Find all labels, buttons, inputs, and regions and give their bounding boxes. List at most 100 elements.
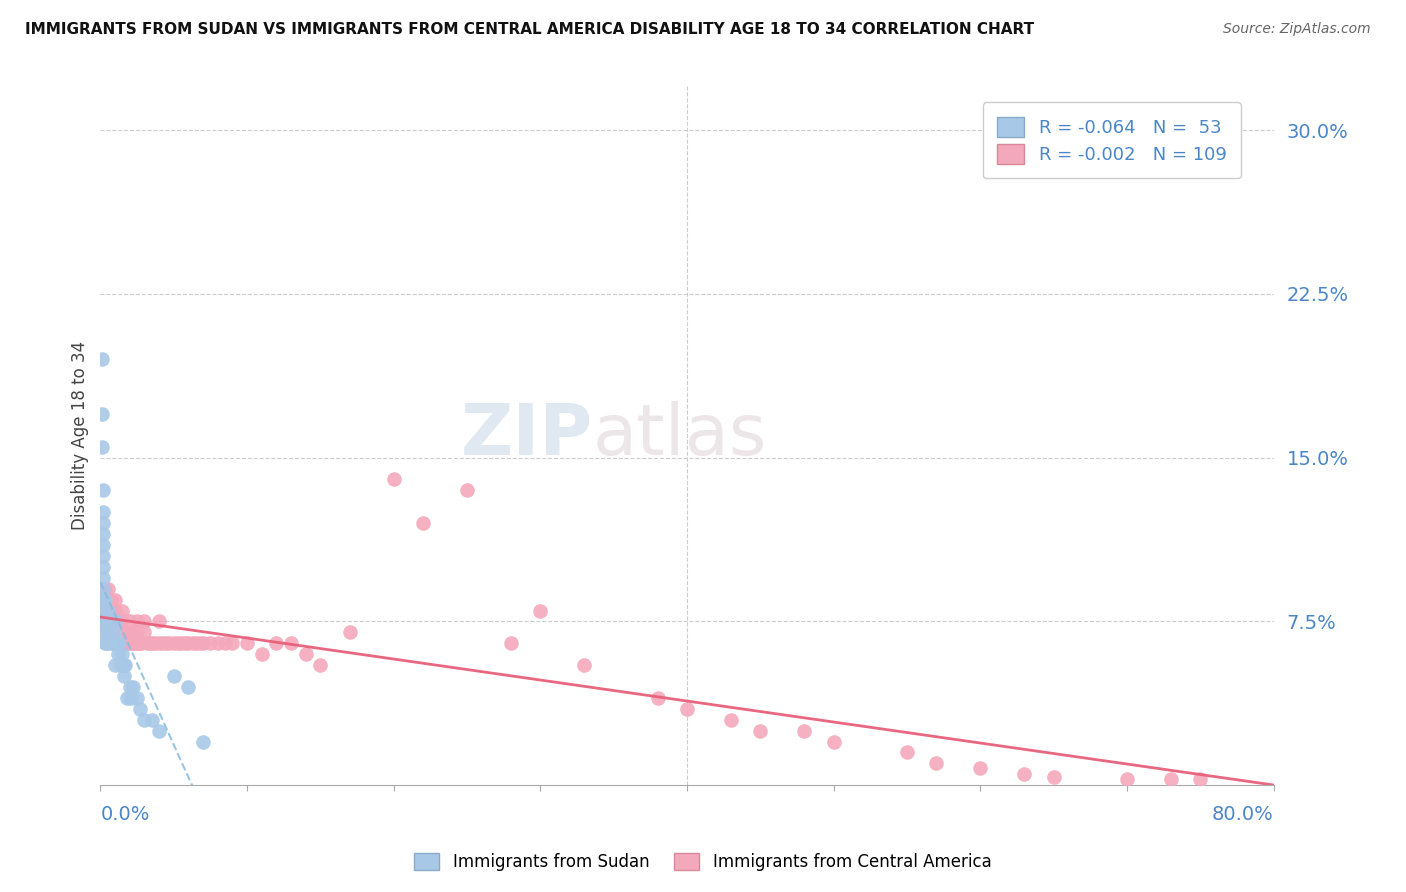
Point	[112, 636, 135, 650]
Point	[90, 603, 112, 617]
Point	[91, 592, 114, 607]
Point	[141, 713, 163, 727]
Point	[91, 603, 114, 617]
Legend: Immigrants from Sudan, Immigrants from Central America: Immigrants from Sudan, Immigrants from C…	[406, 845, 1000, 880]
Point	[90, 407, 112, 421]
Point	[101, 625, 124, 640]
Point	[1160, 772, 1182, 786]
Point	[207, 636, 229, 650]
Point	[250, 647, 273, 661]
Point	[94, 592, 117, 607]
Point	[94, 582, 117, 596]
Point	[100, 603, 122, 617]
Point	[91, 527, 114, 541]
Point	[823, 734, 845, 748]
Point	[94, 615, 117, 629]
Point	[111, 615, 134, 629]
Point	[100, 592, 122, 607]
Point	[94, 625, 117, 640]
Point	[136, 636, 159, 650]
Point	[91, 483, 114, 498]
Point	[382, 473, 405, 487]
Point	[191, 734, 214, 748]
Point	[91, 582, 114, 596]
Point	[141, 636, 163, 650]
Point	[529, 603, 551, 617]
Point	[97, 603, 120, 617]
Point	[456, 483, 478, 498]
Point	[111, 603, 134, 617]
Point	[104, 658, 127, 673]
Point	[148, 723, 170, 738]
Point	[676, 702, 699, 716]
Point	[114, 625, 136, 640]
Text: IMMIGRANTS FROM SUDAN VS IMMIGRANTS FROM CENTRAL AMERICA DISABILITY AGE 18 TO 34: IMMIGRANTS FROM SUDAN VS IMMIGRANTS FROM…	[25, 22, 1035, 37]
Point	[91, 582, 114, 596]
Point	[221, 636, 243, 650]
Point	[155, 636, 177, 650]
Point	[214, 636, 236, 650]
Point	[91, 603, 114, 617]
Point	[104, 615, 127, 629]
Point	[111, 625, 134, 640]
Point	[112, 625, 135, 640]
Point	[91, 549, 114, 563]
Point	[107, 615, 129, 629]
Point	[98, 603, 121, 617]
Point	[94, 592, 117, 607]
Point	[280, 636, 302, 650]
Text: 0.0%: 0.0%	[100, 805, 149, 824]
Point	[108, 615, 131, 629]
Point	[125, 625, 148, 640]
Point	[94, 615, 117, 629]
Point	[1189, 772, 1212, 786]
Point	[107, 647, 129, 661]
Point	[90, 352, 112, 367]
Point	[143, 636, 166, 650]
Point	[111, 647, 134, 661]
Point	[191, 636, 214, 650]
Text: atlas: atlas	[593, 401, 768, 470]
Point	[134, 713, 156, 727]
Point	[163, 636, 186, 650]
Point	[163, 669, 186, 683]
Text: ZIP: ZIP	[461, 401, 593, 470]
Point	[184, 636, 207, 650]
Point	[97, 592, 120, 607]
Point	[97, 615, 120, 629]
Point	[98, 615, 121, 629]
Point	[150, 636, 173, 650]
Point	[120, 636, 142, 650]
Point	[91, 559, 114, 574]
Point	[294, 647, 316, 661]
Point	[94, 603, 117, 617]
Point	[236, 636, 259, 650]
Point	[100, 615, 122, 629]
Point	[98, 592, 121, 607]
Point	[339, 625, 361, 640]
Point	[412, 516, 434, 531]
Point	[97, 636, 120, 650]
Point	[131, 636, 153, 650]
Point	[91, 538, 114, 552]
Point	[139, 636, 162, 650]
Point	[108, 625, 131, 640]
Legend: R = -0.064   N =  53, R = -0.002   N = 109: R = -0.064 N = 53, R = -0.002 N = 109	[983, 103, 1241, 178]
Point	[170, 636, 193, 650]
Point	[96, 592, 118, 607]
Point	[97, 625, 120, 640]
Point	[969, 761, 991, 775]
Point	[91, 505, 114, 519]
Point	[108, 636, 131, 650]
Point	[96, 603, 118, 617]
Text: Source: ZipAtlas.com: Source: ZipAtlas.com	[1223, 22, 1371, 37]
Point	[148, 636, 170, 650]
Point	[117, 636, 139, 650]
Point	[112, 658, 135, 673]
Point	[157, 636, 180, 650]
Point	[122, 636, 145, 650]
Point	[115, 690, 138, 705]
Point	[91, 516, 114, 531]
Point	[101, 603, 124, 617]
Point	[118, 636, 141, 650]
